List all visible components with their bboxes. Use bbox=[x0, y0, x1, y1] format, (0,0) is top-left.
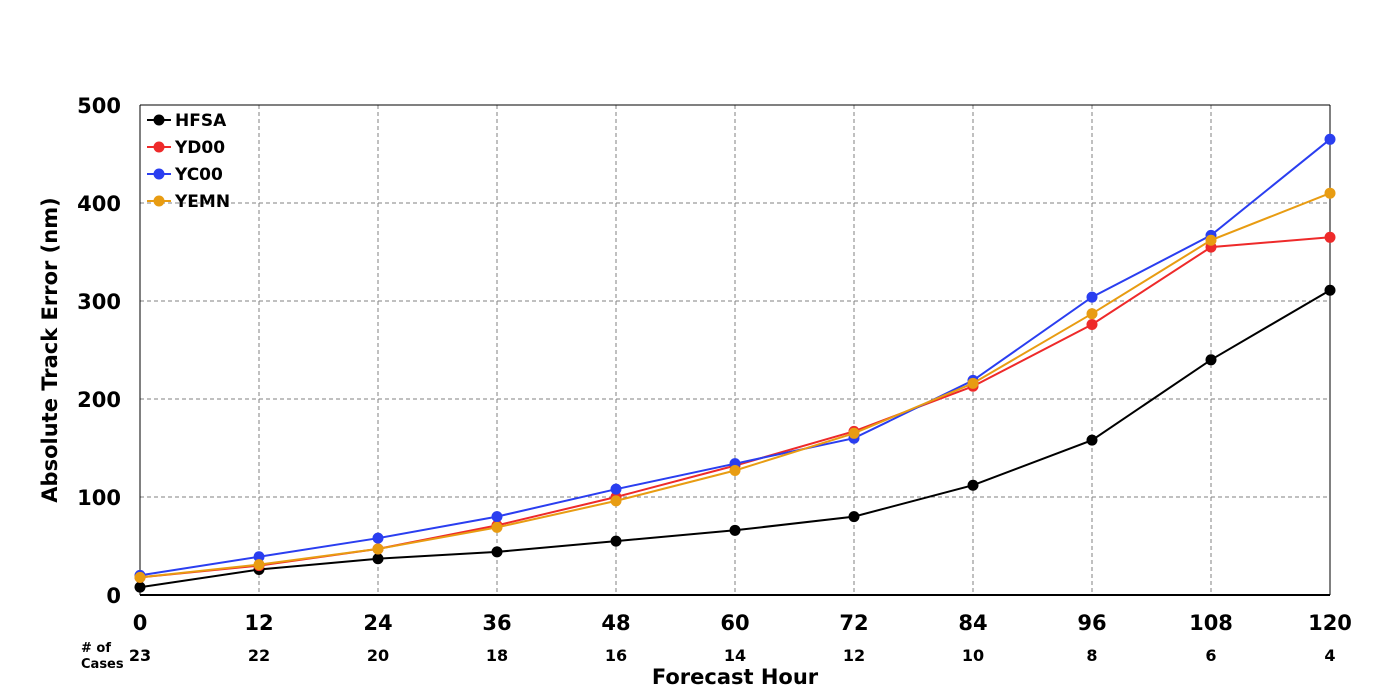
data-point-yc00 bbox=[610, 483, 622, 495]
x-tick-label: 96 bbox=[1077, 611, 1106, 635]
data-point-yemn bbox=[967, 377, 979, 389]
data-point-yemn bbox=[610, 495, 622, 507]
x-tick-label: 0 bbox=[133, 611, 148, 635]
y-tick-label: 500 bbox=[77, 94, 121, 118]
data-point-yc00 bbox=[491, 511, 503, 523]
case-count-label: 6 bbox=[1205, 646, 1216, 665]
case-count-label: 4 bbox=[1324, 646, 1335, 665]
series-yemn bbox=[134, 187, 1336, 583]
data-point-yc00 bbox=[1086, 291, 1098, 303]
case-count-label: 16 bbox=[605, 646, 627, 665]
series-hfsa bbox=[134, 284, 1336, 593]
x-tick-label: 84 bbox=[958, 611, 987, 635]
data-point-yemn bbox=[372, 543, 384, 555]
data-point-yd00 bbox=[1324, 231, 1336, 243]
y-tick-labels: 0 100 200 300 400 500 bbox=[77, 94, 121, 608]
legend-label-yemn: YEMN bbox=[174, 192, 230, 212]
legend: HFSA YD00 YC00 YEMN bbox=[147, 111, 230, 212]
y-tick-label: 300 bbox=[77, 290, 121, 314]
legend-marker-yemn bbox=[153, 195, 165, 207]
data-point-hfsa bbox=[1205, 354, 1217, 366]
data-point-hfsa bbox=[1086, 434, 1098, 446]
x-tick-label: 12 bbox=[244, 611, 273, 635]
data-point-yc00 bbox=[1324, 133, 1336, 145]
x-tick-label: 72 bbox=[839, 611, 868, 635]
x-tick-label: 108 bbox=[1189, 611, 1233, 635]
data-point-hfsa bbox=[1324, 284, 1336, 296]
data-point-hfsa bbox=[848, 511, 860, 523]
data-point-hfsa bbox=[967, 479, 979, 491]
data-point-hfsa bbox=[729, 524, 741, 536]
case-count-label: 8 bbox=[1086, 646, 1097, 665]
data-point-hfsa bbox=[610, 535, 622, 547]
data-point-yemn bbox=[134, 571, 146, 583]
x-tick-label: 120 bbox=[1308, 611, 1352, 635]
legend-marker-yd00 bbox=[153, 141, 165, 153]
data-point-yemn bbox=[491, 521, 503, 533]
data-point-hfsa bbox=[372, 553, 384, 565]
legend-label-yc00: YC00 bbox=[174, 165, 223, 185]
case-count-label: 20 bbox=[367, 646, 389, 665]
x-tick-labels: 0 12 24 36 48 60 72 84 96 108 120 bbox=[133, 611, 1352, 635]
x-tick-label: 24 bbox=[363, 611, 392, 635]
data-point-hfsa bbox=[134, 581, 146, 593]
data-point-yemn bbox=[1324, 187, 1336, 199]
data-point-yemn bbox=[1086, 308, 1098, 320]
x-tick-label: 48 bbox=[601, 611, 630, 635]
case-count-label: 12 bbox=[843, 646, 865, 665]
case-count-label: 23 bbox=[129, 646, 151, 665]
case-count-label: 10 bbox=[962, 646, 984, 665]
case-count-label: 18 bbox=[486, 646, 508, 665]
x-axis-title: Forecast Hour bbox=[652, 665, 819, 689]
cases-row: 23 22 20 18 16 14 12 10 8 6 4 bbox=[129, 646, 1336, 665]
x-tick-label: 36 bbox=[482, 611, 511, 635]
cases-header-line1: # of bbox=[81, 641, 111, 656]
legend-marker-yc00 bbox=[153, 168, 165, 180]
y-tick-label: 100 bbox=[77, 486, 121, 510]
data-point-yc00 bbox=[253, 551, 265, 563]
legend-marker-hfsa bbox=[153, 114, 165, 126]
x-tick-label: 60 bbox=[720, 611, 749, 635]
data-point-hfsa bbox=[491, 546, 503, 558]
y-axis-title: Absolute Track Error (nm) bbox=[38, 197, 62, 502]
case-count-label: 14 bbox=[724, 646, 746, 665]
data-point-yemn bbox=[253, 559, 265, 571]
data-point-yc00 bbox=[372, 532, 384, 544]
data-point-yemn bbox=[848, 427, 860, 439]
case-count-label: 22 bbox=[248, 646, 270, 665]
y-tick-label: 0 bbox=[106, 584, 121, 608]
data-point-yemn bbox=[729, 465, 741, 477]
grid-lines bbox=[140, 105, 1330, 595]
series-layer bbox=[134, 133, 1336, 593]
y-tick-label: 400 bbox=[77, 192, 121, 216]
legend-label-hfsa: HFSA bbox=[175, 111, 227, 131]
data-point-yd00 bbox=[1086, 319, 1098, 331]
legend-label-yd00: YD00 bbox=[174, 138, 225, 158]
y-tick-label: 200 bbox=[77, 388, 121, 412]
data-point-yemn bbox=[1205, 234, 1217, 246]
cases-header-line2: Cases bbox=[81, 657, 124, 672]
